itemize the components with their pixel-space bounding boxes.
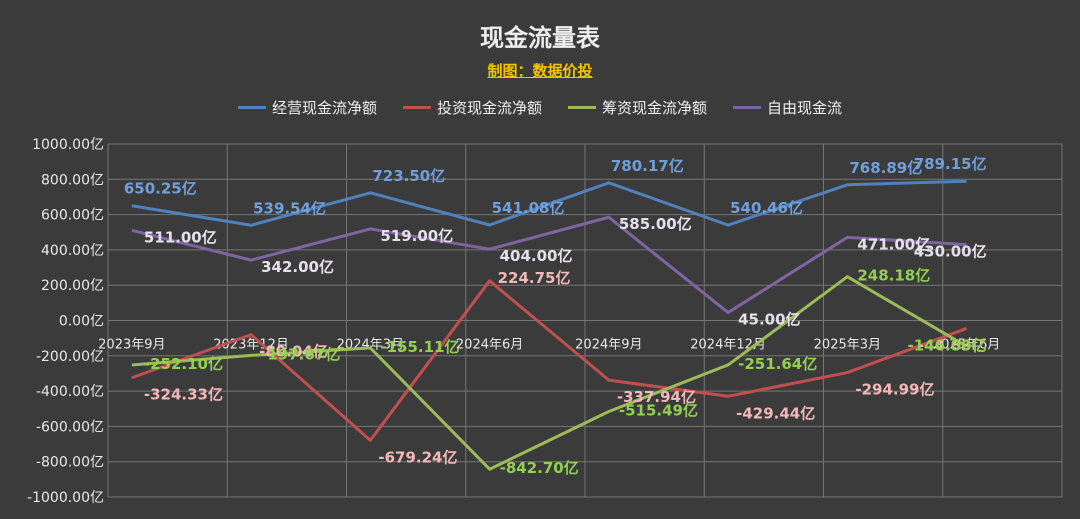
data-label: -842.70亿 [500,459,579,477]
y-tick-label: 400.00亿 [41,243,104,259]
data-label: 780.17亿 [611,157,684,175]
y-tick-label: 800.00亿 [41,172,104,188]
legend-label: 投资现金流净额 [436,99,542,117]
data-label: -337.94亿 [617,388,696,406]
data-label: -251.64亿 [738,355,817,373]
legend-label: 筹资现金流净额 [602,99,708,117]
x-tick-label: 2024年9月 [575,338,642,353]
legend-swatch [237,106,266,109]
x-tick-label: 2024年6月 [456,338,523,353]
y-tick-label: 0.00亿 [59,314,104,330]
data-label: 342.00亿 [261,258,334,276]
legend-item-free-cash-flow[interactable]: 自由现金流 [733,97,842,118]
data-label: -44.83亿 [918,336,987,354]
chart-title: 现金流量表 [480,24,600,52]
data-label: 45.00亿 [738,311,800,329]
legend-item-financing[interactable]: 筹资现金流净额 [568,97,707,118]
data-label: 471.00亿 [857,235,930,253]
x-tick-label: 2023年9月 [98,338,165,353]
legend-swatch [402,106,431,109]
legend-label: 自由现金流 [767,99,843,117]
data-label: 789.15亿 [914,155,987,173]
data-label: 511.00亿 [144,228,217,246]
data-label: 768.89亿 [849,159,922,177]
data-label: 248.18亿 [857,267,930,285]
data-label: -515.49亿 [619,401,698,419]
series-line [131,215,967,315]
series-line [131,179,967,227]
series-line [131,275,968,471]
chart-subtitle: 制图：数据价投 [0,60,1080,81]
data-label: 585.00亿 [619,215,692,233]
y-tick-label: -200.00亿 [36,349,104,365]
data-label: 430.00亿 [914,243,987,261]
y-tick-label: 200.00亿 [41,278,104,294]
data-label: 539.54亿 [253,199,326,217]
legend: 经营现金流净额 投资现金流净额 筹资现金流净额 自由现金流 [0,97,1080,118]
data-label: 650.25亿 [124,180,197,198]
legend-item-operating[interactable]: 经营现金流净额 [237,97,377,118]
data-label: -252.10亿 [144,355,223,373]
data-label: 404.00亿 [500,247,573,265]
y-tick-label: -800.00亿 [36,455,104,471]
data-label: 519.00亿 [380,227,453,245]
legend-swatch [568,106,596,109]
data-label: 541.08亿 [492,199,565,217]
legend-label: 经营现金流净额 [271,99,377,117]
data-label: 540.46亿 [730,199,803,217]
y-tick-label: -600.00亿 [36,419,104,435]
data-label: -197.67亿 [261,345,340,363]
data-label: -294.99亿 [855,381,934,399]
y-tick-label: 600.00亿 [41,208,104,224]
legend-swatch [733,106,762,109]
data-label: -679.24亿 [378,448,457,466]
x-tick-label: 2025年3月 [814,338,881,353]
data-label: -155.11亿 [380,338,459,356]
x-tick-label: 2024年12月 [690,338,766,353]
data-label: -324.33亿 [144,386,223,404]
data-label: -80.04亿 [259,343,328,361]
y-tick-label: -1000.00亿 [27,490,104,506]
data-label: -146.00亿 [907,336,986,354]
data-label: -429.44亿 [736,404,815,422]
y-tick-label: -400.00亿 [36,384,104,400]
data-label: 723.50亿 [372,167,445,185]
y-tick-label: 1000.00亿 [32,137,104,153]
chart-subtitle-text: 制图：数据价投 [487,62,593,80]
legend-item-investing[interactable]: 投资现金流净额 [402,97,542,118]
data-label: 224.75亿 [498,269,571,287]
series-line [131,279,968,442]
